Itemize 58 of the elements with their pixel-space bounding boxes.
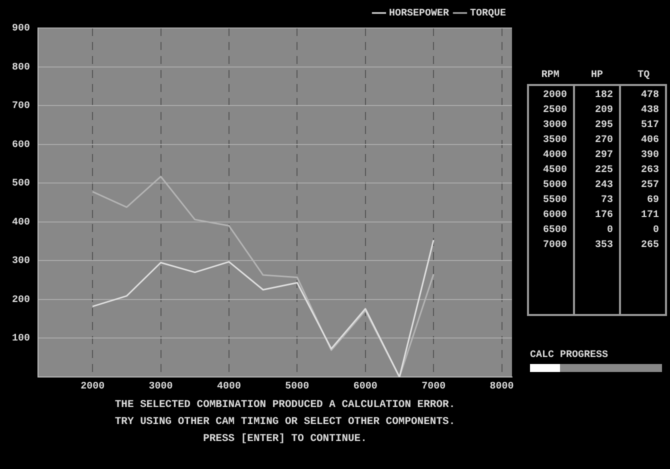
data-label: 478 xyxy=(640,89,660,103)
x-tick-label: 2000 xyxy=(80,382,105,393)
text: PRESS [ENTER] TO CONTINUE. xyxy=(202,432,368,447)
y-axis-title: RPM xyxy=(540,70,560,83)
data-label: 182 xyxy=(594,89,614,103)
y-tick-label: 3000 xyxy=(542,119,568,133)
y-tick-label: 400 xyxy=(12,217,30,228)
x-tick-label: 4000 xyxy=(216,382,241,393)
y-tick-label: 7000 xyxy=(542,239,568,253)
data-label: 243 xyxy=(594,179,614,193)
y-tick-label: 900 xyxy=(12,24,30,35)
y-tick-label: 6000 xyxy=(542,209,568,223)
x-tick-label: HP xyxy=(590,70,604,83)
text: THE SELECTED COMBINATION PRODUCED A CALCULATION ERROR. xyxy=(114,398,456,413)
data-label: 176 xyxy=(594,209,614,223)
x-tick-label: 5000 xyxy=(285,382,310,393)
data-label: 265 xyxy=(640,239,660,253)
text: TRY USING OTHER CAM TIMING OR SELECT OTHER COMPONENTS. xyxy=(114,415,456,430)
y-tick-label: 5000 xyxy=(542,179,568,193)
y-tick-label: 5500 xyxy=(542,194,568,208)
data-label: 171 xyxy=(640,209,660,223)
y-tick-label: 4500 xyxy=(542,164,568,178)
y-tick-label: 600 xyxy=(12,140,30,151)
data-label: 0 xyxy=(652,224,660,238)
y-tick-label: 300 xyxy=(12,256,30,268)
y-tick-label: 800 xyxy=(12,62,30,74)
y-tick-label: 200 xyxy=(12,294,30,306)
legend-label: HORSEPOWER xyxy=(388,8,449,20)
data-label: 438 xyxy=(640,104,660,118)
data-label: 517 xyxy=(640,119,660,133)
y-tick-label: 3500 xyxy=(542,134,568,148)
data-label: 263 xyxy=(640,164,660,178)
legend-label: TORQUE xyxy=(470,8,506,20)
x-tick-label: 3000 xyxy=(148,382,173,393)
data-label: 353 xyxy=(594,239,614,253)
y-tick-label: 2000 xyxy=(542,89,568,103)
data-label: 73 xyxy=(600,194,614,208)
text: CALC PROGRESS xyxy=(530,350,608,361)
data-label: 0 xyxy=(606,224,614,238)
y-tick-label: 6500 xyxy=(542,224,568,238)
data-label: 209 xyxy=(594,104,614,118)
data-label: 69 xyxy=(646,194,660,208)
data-label: 297 xyxy=(594,149,614,163)
x-tick-label: TQ xyxy=(636,70,651,83)
data-label: 270 xyxy=(594,134,614,148)
data-label: 225 xyxy=(594,164,614,178)
x-tick-label: 8000 xyxy=(490,382,514,393)
x-tick-label: 7000 xyxy=(422,382,446,393)
data-label: 390 xyxy=(640,149,660,163)
y-tick-label: 700 xyxy=(12,101,30,112)
y-tick-label: 500 xyxy=(12,178,30,190)
y-tick-label: 2500 xyxy=(542,104,568,118)
x-tick-label: 6000 xyxy=(353,382,378,393)
data-label: 257 xyxy=(640,179,660,193)
data-label: 406 xyxy=(640,134,660,148)
y-tick-label: 100 xyxy=(12,334,30,345)
data-label: 295 xyxy=(594,119,614,133)
y-tick-label: 4000 xyxy=(542,149,568,163)
